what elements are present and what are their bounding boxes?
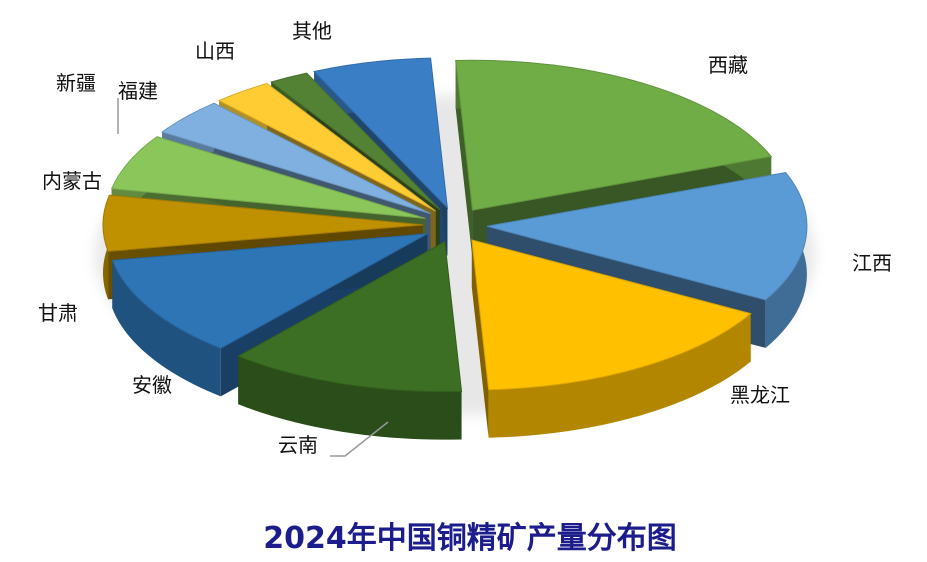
slice-label-5: 安徽 <box>132 373 172 397</box>
pie-slice-1 <box>455 59 773 211</box>
slice-label-2: 江西 <box>852 251 892 275</box>
pie-slice-4 <box>237 240 463 393</box>
pie-slice-6 <box>102 194 424 252</box>
slice-label-7: 内蒙古 <box>42 169 102 193</box>
slice-label-1: 西藏 <box>708 53 748 77</box>
chart-title: 2024年中国铜精矿产量分布图 <box>263 521 677 556</box>
leader-lines <box>117 98 389 457</box>
pie-slice-10 <box>270 72 441 210</box>
pie-slice-4-wall-outer <box>238 356 462 440</box>
pie-slice-3 <box>471 239 752 391</box>
slice-label-10: 山西 <box>195 39 235 63</box>
pie-slice-7 <box>110 136 426 219</box>
leader-line-yunnan <box>330 421 389 457</box>
slice-label-4: 云南 <box>278 433 318 457</box>
slice-label-8: 新疆 <box>56 71 96 95</box>
slice-label-3: 黑龙江 <box>730 383 790 407</box>
pie-slice-5 <box>111 233 428 349</box>
pie-slice-3-wall-end <box>471 239 489 438</box>
pie-slice-8 <box>161 102 431 215</box>
pie-slice-2 <box>486 171 808 301</box>
pie-slice-5-wall-outer <box>112 260 221 397</box>
slice-label-6: 甘肃 <box>38 301 78 325</box>
pie-slice-9 <box>217 82 436 212</box>
pie-slice-tops <box>102 57 808 393</box>
slice-label-9: 福建 <box>118 79 158 103</box>
pie-slice-1-wall-start <box>455 60 473 259</box>
pie-slice-3-wall-outer <box>488 313 751 438</box>
pie-slice-11 <box>313 57 449 210</box>
slice-label-11: 其他 <box>292 19 332 43</box>
